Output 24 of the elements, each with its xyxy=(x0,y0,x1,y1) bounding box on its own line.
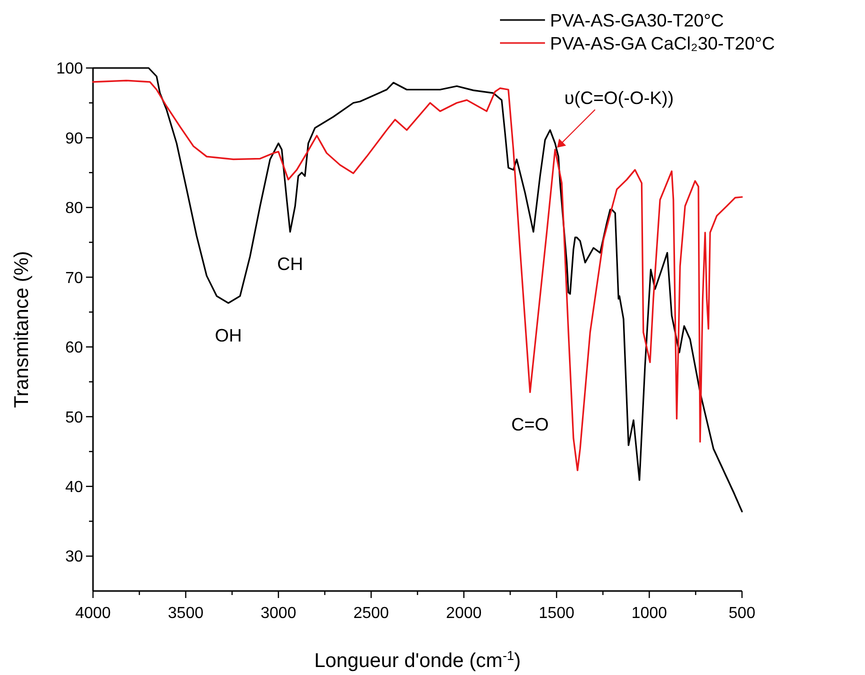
y-tick-label: 70 xyxy=(65,270,84,287)
x-tick-label: 1500 xyxy=(538,605,574,622)
x-tick-label: 3500 xyxy=(168,605,204,622)
annotation: C=O xyxy=(511,414,549,435)
annotation: CH xyxy=(277,254,304,274)
y-tick-label: 40 xyxy=(65,479,84,496)
legend-label: PVA-AS-GA30-T20°C xyxy=(550,10,724,30)
y-tick-label: 60 xyxy=(65,340,84,357)
x-tick-label: 2500 xyxy=(353,605,390,622)
annotation: OH xyxy=(214,325,242,346)
y-tick-label: 30 xyxy=(65,548,84,566)
legend-label: PVA-AS-GA CaCl₂30-T20°C xyxy=(550,33,775,54)
x-tick-label: 1000 xyxy=(631,605,668,622)
annotation: υ(C=O(-O-K)) xyxy=(564,88,674,108)
x-tick-label: 500 xyxy=(728,605,756,622)
x-tick-label: 3000 xyxy=(260,605,296,622)
y-tick-label: 50 xyxy=(65,409,84,426)
y-tick-label: 80 xyxy=(65,200,84,218)
x-tick-label: 4000 xyxy=(75,605,111,622)
x-axis-title: Longueur d'onde (cm$^{-1}$) xyxy=(314,648,521,672)
x-tick-label: 2000 xyxy=(446,605,482,622)
y-tick-label: 90 xyxy=(65,130,84,148)
y-tick-label: 100 xyxy=(56,60,84,78)
y-axis-title: Transmitance (%) xyxy=(11,250,33,408)
